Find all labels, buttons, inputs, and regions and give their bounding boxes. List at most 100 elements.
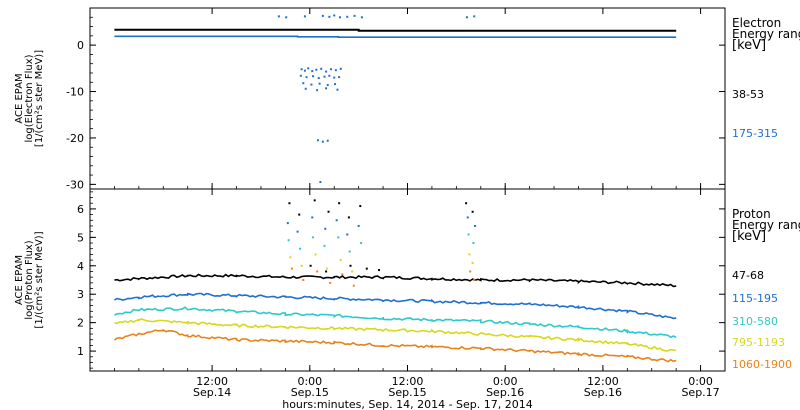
proton-point	[286, 222, 289, 225]
electron-line-38-53	[114, 28, 677, 32]
proton-point	[325, 267, 328, 270]
proton-point	[323, 244, 326, 247]
electron-series-38-53	[114, 28, 677, 32]
electron-point	[307, 67, 310, 70]
proton-point	[468, 253, 471, 256]
electron-legend-title: Energy ranges	[732, 27, 800, 41]
proton-panel: 1 2 3 4 5 6 ACE EPAM log(Proton Flux) [1/(cm²s s…	[14, 188, 800, 372]
electron-point	[338, 76, 341, 79]
proton-line-310-580	[114, 306, 677, 339]
xtick-time-label: 0:00	[688, 375, 713, 388]
proton-point	[309, 264, 312, 267]
proton-series-115-195	[114, 216, 677, 320]
proton-line-115-195	[114, 292, 677, 320]
electron-ylabel: [1/(cm²s ster MeV)]	[34, 50, 45, 147]
electron-point	[325, 70, 328, 73]
electron-point	[315, 68, 318, 71]
electron-point	[333, 76, 336, 79]
proton-series-795-1193	[114, 253, 677, 352]
proton-legend-entry: 115-195	[732, 292, 778, 305]
proton-point	[347, 216, 350, 219]
proton-point	[314, 253, 317, 256]
proton-point	[349, 264, 352, 267]
proton-point	[316, 270, 319, 273]
xtick-date-label: Sep.14	[193, 386, 231, 399]
proton-point	[465, 202, 468, 205]
electron-legend-title: Electron	[732, 16, 781, 30]
electron-line-175-315	[114, 35, 677, 38]
xtick-date-label: Sep.15	[388, 386, 426, 399]
electron-point	[323, 75, 326, 78]
proton-point	[348, 250, 351, 253]
electron-point	[304, 87, 307, 90]
proton-point	[351, 270, 354, 273]
proton-point	[289, 256, 292, 259]
electron-point	[325, 87, 328, 90]
proton-line-1060-1900	[113, 328, 677, 363]
proton-point	[329, 281, 332, 284]
electron-point	[319, 181, 322, 184]
proton-point	[472, 242, 475, 245]
proton-point	[471, 261, 474, 264]
xtick-time-label: 12:00	[196, 375, 228, 388]
electron-point	[285, 16, 288, 19]
electron-point	[326, 84, 329, 87]
proton-point	[471, 210, 474, 213]
electron-point	[465, 16, 468, 19]
proton-legend-title: Energy ranges	[732, 218, 800, 232]
proton-point	[302, 279, 305, 281]
xtick-time-label: 0:00	[297, 375, 322, 388]
proton-point	[327, 210, 330, 213]
electron-point	[305, 76, 308, 79]
electron-legend-entry: 175-315	[732, 127, 778, 140]
proton-ytick-label: 6	[77, 203, 84, 216]
xtick-date-label: Sep.15	[291, 386, 329, 399]
proton-legend-entry: 1060-1900	[732, 358, 792, 371]
proton-point	[290, 267, 293, 270]
electron-point	[303, 15, 306, 18]
proton-point	[469, 270, 472, 273]
electron-panel: 0 -10 -20 -30 ACE EPAM log(Electron Flux) [1/(…	[14, 7, 800, 191]
proton-point	[298, 213, 301, 216]
electron-point	[328, 74, 331, 77]
electron-point	[339, 67, 342, 70]
proton-point	[288, 202, 291, 205]
electron-point	[316, 89, 319, 92]
electron-point	[318, 82, 321, 85]
proton-legend-title: Proton	[732, 207, 771, 221]
proton-point	[473, 279, 476, 281]
proton-point	[287, 239, 290, 242]
proton-plot-frame	[89, 188, 726, 372]
electron-point	[338, 16, 341, 19]
proton-line-795-1193	[114, 318, 677, 352]
proton-ylabel: log(Proton Flux)	[24, 240, 35, 319]
electron-point	[320, 67, 323, 70]
proton-point	[339, 259, 342, 262]
xtick-date-label: Sep.16	[486, 386, 524, 399]
electron-point	[311, 70, 314, 73]
electron-point	[303, 69, 306, 72]
proton-point	[466, 216, 469, 219]
proton-ytick-label: 2	[77, 317, 84, 330]
proton-ylabel: ACE EPAM	[14, 255, 25, 305]
proton-ytick-label: 5	[77, 231, 84, 244]
electron-point	[312, 75, 315, 78]
electron-legend-title: [keV]	[732, 38, 766, 53]
electron-point	[316, 139, 319, 142]
proton-point	[296, 230, 299, 233]
proton-ytick-label: 4	[77, 260, 84, 273]
proton-legend-entry: 47-68	[732, 269, 764, 282]
proton-ytick-label: 1	[77, 345, 84, 358]
electron-ytick-label: -20	[66, 132, 84, 145]
proton-point	[313, 199, 316, 202]
electron-point	[333, 14, 336, 17]
xtick-date-label: Sep.17	[681, 386, 719, 399]
electron-series-175-315	[114, 14, 677, 184]
electron-point	[277, 15, 280, 18]
proton-point	[337, 236, 340, 239]
electron-point	[353, 14, 356, 17]
electron-ytick-label: -30	[66, 178, 84, 191]
electron-point	[360, 16, 363, 19]
electron-ylabel: ACE EPAM	[14, 73, 25, 123]
